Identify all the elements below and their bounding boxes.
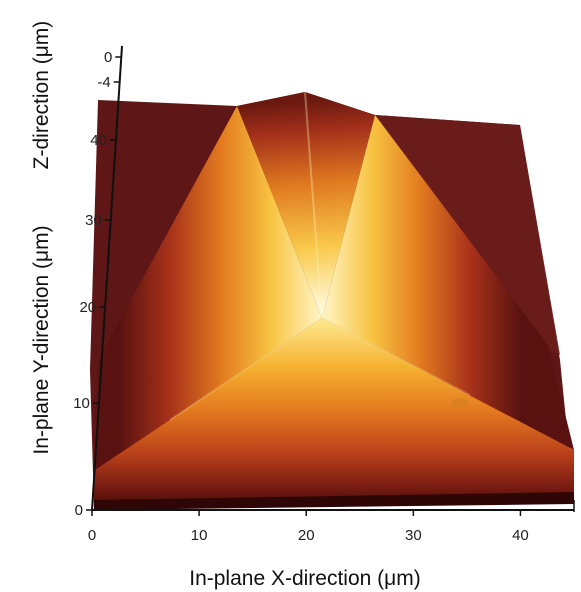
z-axis-ticks: 0-4 [97,49,122,91]
rim-plane-right-highlight [375,115,560,355]
pit-face-right [322,115,574,450]
y-axis-ticks: 0 10 20 30 40 [73,132,116,519]
y-tick-label: 30 [85,212,102,229]
x-tick-label: 10 [191,527,208,544]
pit-face-top [237,92,375,318]
x-tick-label: 20 [298,527,315,544]
x-tick-label: 40 [512,527,529,544]
y-tick-label: 40 [90,132,107,149]
pit-face-bottom [94,318,574,508]
x-tick-label: 30 [405,527,422,544]
y-tick-label: 10 [73,395,90,412]
x-axis-label: In-plane X-direction (μm) [189,567,421,590]
pit-edge-top-left [304,91,323,319]
y-axis-label: In-plane Y-direction (μm) [30,225,53,454]
x-tick-label: 0 [88,527,96,544]
pit-edge-bottom-right [321,317,471,396]
z-tick-label: -4 [97,74,110,91]
x-axis-ticks: 0 10 20 30 40 [88,510,529,544]
y-tick-label: 0 [75,502,83,519]
z-axis-label: Z-direction (μm) [30,21,53,170]
z-tick-label: 0 [104,49,112,66]
pit-face-left [95,106,322,470]
pit-edge-bottom-left [169,317,323,421]
front-edge [94,492,574,510]
y-tick-label: 20 [79,299,96,316]
y-axis-line [91,45,123,511]
surface-defect [451,398,469,408]
